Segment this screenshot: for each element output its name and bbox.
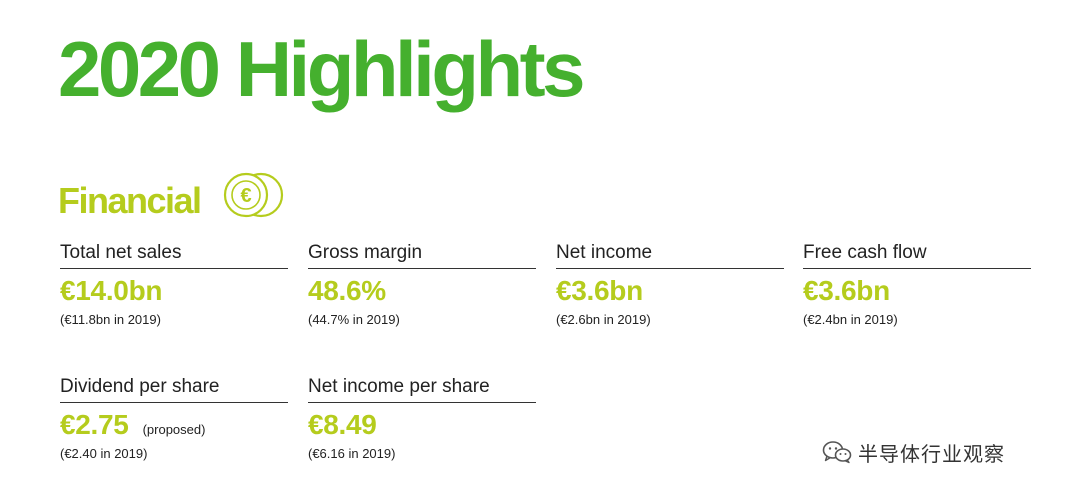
metric-total-net-sales: Total net sales €14.0bn (€11.8bn in 2019… <box>60 243 288 326</box>
metric-free-cash-flow: Free cash flow €3.6bn (€2.4bn in 2019) <box>803 243 1031 326</box>
metric-gross-margin: Gross margin 48.6% (44.7% in 2019) <box>308 243 536 326</box>
watermark: 半导体行业观察 <box>822 438 1005 466</box>
metric-comparison: (€2.4bn in 2019) <box>803 312 898 327</box>
svg-text:€: € <box>240 185 251 207</box>
metric-comparison: (€2.6bn in 2019) <box>556 312 651 327</box>
metric-note: (proposed) <box>142 422 206 437</box>
metric-label: Dividend per share <box>60 377 288 403</box>
metric-value: €3.6bn <box>556 275 643 306</box>
metric-net-income-per-share: Net income per share €8.49 (€6.16 in 201… <box>308 377 536 460</box>
metric-net-income: Net income €3.6bn (€2.6bn in 2019) <box>556 243 784 326</box>
metric-comparison: (44.7% in 2019) <box>308 312 400 327</box>
metric-label: Free cash flow <box>803 243 1031 269</box>
metric-label: Total net sales <box>60 243 288 269</box>
page-title: 2020 Highlights <box>58 25 585 113</box>
metric-value: €2.75 <box>60 409 129 440</box>
metric-value: €3.6bn <box>803 275 890 306</box>
metric-label: Gross margin <box>308 243 536 269</box>
euro-coins-icon: € <box>223 172 283 218</box>
section-title: Financial <box>58 180 202 221</box>
metric-comparison: (€2.40 in 2019) <box>60 446 148 461</box>
watermark-text: 半导体行业观察 <box>858 441 1005 466</box>
metric-label: Net income per share <box>308 377 536 403</box>
section-heading: Financial € <box>58 172 287 226</box>
metric-value: 48.6% <box>308 275 386 306</box>
metric-comparison: (€11.8bn in 2019) <box>60 312 161 327</box>
metric-dividend-per-share: Dividend per share €2.75 (proposed) (€2.… <box>60 377 288 460</box>
metric-value: €8.49 <box>308 409 377 440</box>
metric-value: €14.0bn <box>60 275 163 306</box>
metric-label: Net income <box>556 243 784 269</box>
wechat-icon <box>822 441 852 464</box>
metric-comparison: (€6.16 in 2019) <box>308 446 396 461</box>
